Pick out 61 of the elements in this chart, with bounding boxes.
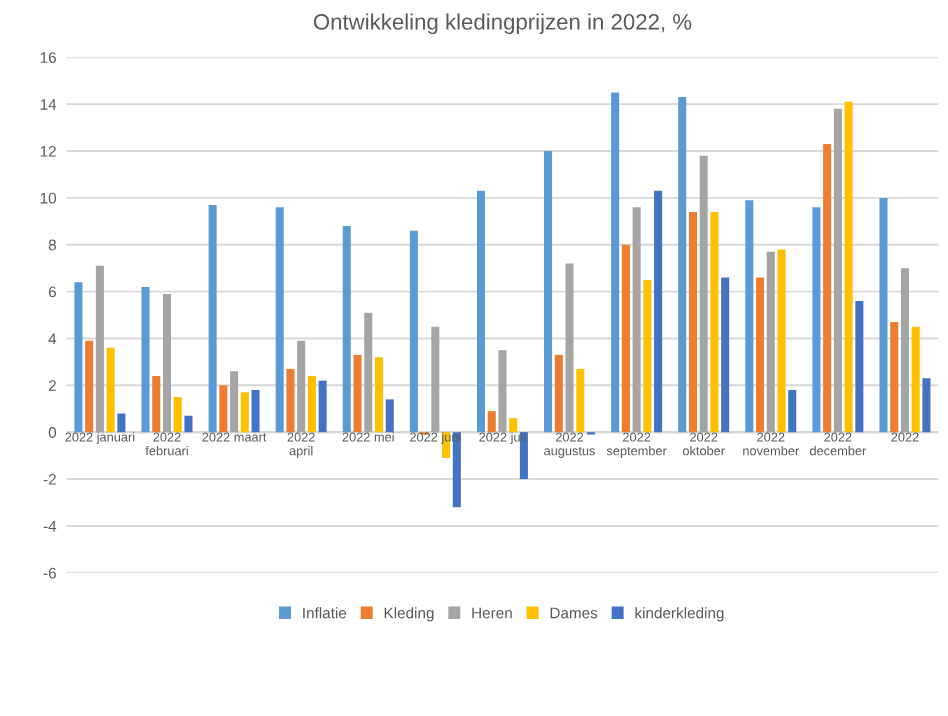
bar [251,390,260,433]
bar [688,211,697,433]
bar [173,397,182,433]
bar [756,277,765,433]
bar [117,413,126,433]
bar [812,207,821,433]
bar [409,230,418,433]
bar [342,226,351,433]
bar [823,143,832,433]
bar [219,385,228,433]
bar [745,200,754,433]
bar [184,415,193,433]
bar [230,371,239,433]
bar [476,190,485,433]
bar [431,326,440,433]
bar [141,286,150,433]
bar [162,293,172,433]
bar [364,312,373,433]
bar [632,207,641,433]
bar [374,357,384,433]
bar [307,375,316,433]
bar [106,347,115,433]
bar [95,265,104,433]
bar [833,108,842,433]
bar [788,390,797,433]
bar [498,350,507,433]
bar [890,322,899,433]
bar [275,207,284,433]
bar [554,354,563,433]
bar [152,375,161,433]
bar [922,378,931,433]
bar [286,368,295,433]
bar [240,392,249,433]
bar [487,411,496,433]
bar [766,251,775,433]
bar [318,380,327,433]
bar [544,151,553,433]
bar [74,282,83,433]
bar [208,204,217,433]
bar [85,340,94,433]
bar [654,190,663,433]
bar [678,97,687,433]
bar [855,300,864,433]
bar [844,101,853,433]
bar [611,92,620,433]
bar [509,418,518,433]
bar [353,354,362,433]
bar [879,197,888,433]
bar [699,155,708,433]
bar [777,249,786,433]
bar [565,263,574,433]
bar [911,326,920,433]
chart-title: Ontwikkeling kledingprijzen in 2022, % [313,13,692,35]
bar [297,340,306,433]
bar [643,279,652,433]
bar [710,211,719,433]
bar [721,277,730,433]
bar [385,399,394,433]
bar [576,368,585,433]
bar [621,244,630,433]
bar [900,268,909,433]
